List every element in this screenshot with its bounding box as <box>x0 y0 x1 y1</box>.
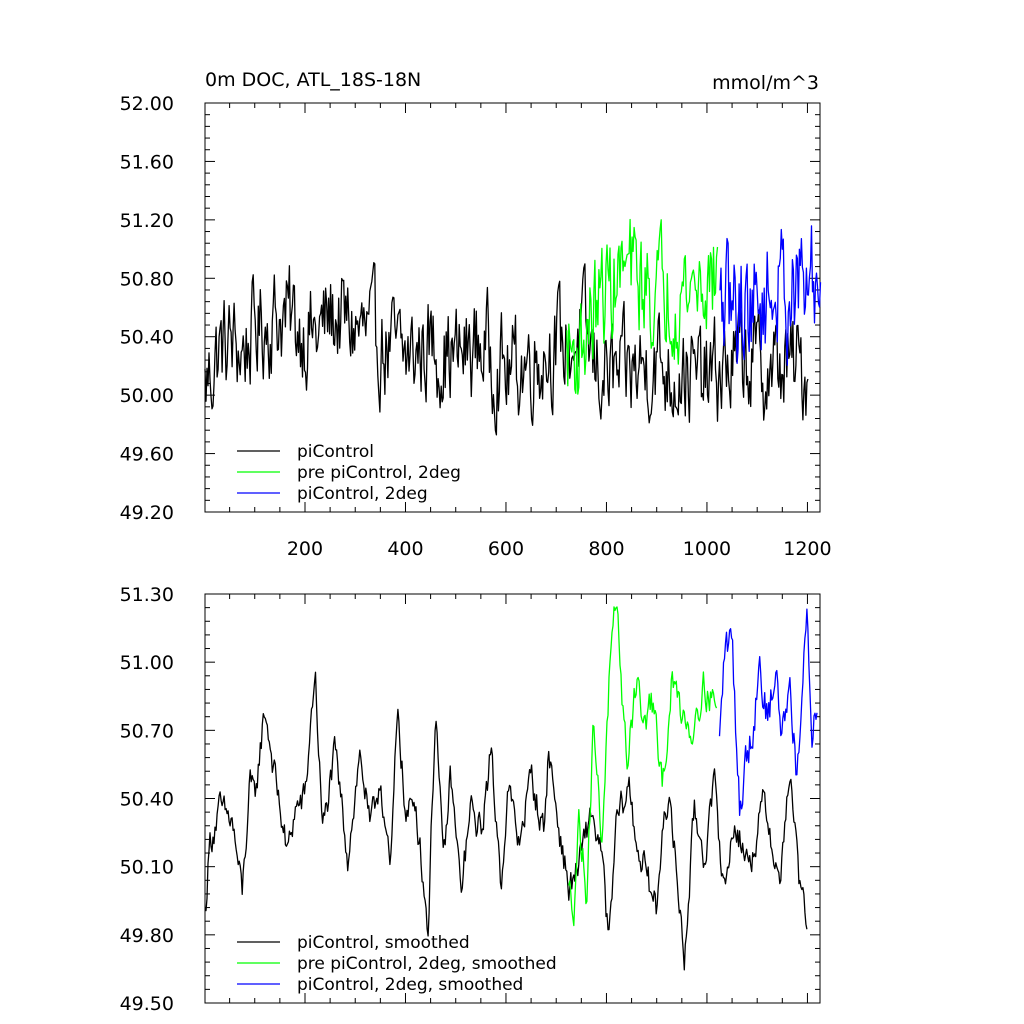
top-panel-units: mmol/m^3 <box>712 72 819 94</box>
y-tick-label: 50.70 <box>120 720 174 742</box>
x-tick-label: 400 <box>387 538 423 560</box>
x-tick-label: 200 <box>287 538 323 560</box>
top-panel-ticks: 200 400 600 800 1000 1200 49.20 49.60 50.00 50.40… <box>120 93 832 560</box>
x-tick-label: 1200 <box>783 538 831 560</box>
bottom-panel-ticks: 49.50 49.80 50.10 50.40 50.70 51.00 51.30 <box>120 584 820 1015</box>
top-panel-plot-frame <box>204 102 821 513</box>
top-panel-title: 0m DOC, ATL_18S-18N <box>205 69 421 91</box>
y-tick-label: 49.80 <box>120 925 174 947</box>
y-tick-label: 50.80 <box>120 268 174 290</box>
y-tick-label: 51.60 <box>120 151 174 173</box>
top-panel-series <box>204 218 822 436</box>
legend-label: piControl <box>297 442 374 462</box>
y-tick-label: 50.10 <box>120 857 174 879</box>
y-tick-label: 51.20 <box>120 210 174 232</box>
top-panel: 0m DOC, ATL_18S-18N mmol/m^3 200 400 600 80… <box>120 69 832 560</box>
legend-label: piControl, 2deg <box>297 484 428 504</box>
legend-label: pre piControl, 2deg <box>297 463 461 483</box>
y-tick-label: 50.40 <box>120 327 174 349</box>
y-tick-label: 49.20 <box>120 502 174 524</box>
series-line <box>566 218 719 395</box>
y-tick-label: 50.40 <box>120 789 174 811</box>
y-tick-label: 51.30 <box>120 584 174 606</box>
y-tick-label: 49.60 <box>120 444 174 466</box>
legend-label: pre piControl, 2deg, smoothed <box>297 954 557 974</box>
series-line <box>568 606 718 927</box>
y-tick-label: 50.00 <box>120 385 174 407</box>
y-tick-label: 52.00 <box>120 93 174 115</box>
y-tick-label: 49.50 <box>120 993 174 1015</box>
bottom-panel-series <box>204 606 818 971</box>
series-line <box>204 671 808 971</box>
series-line <box>719 225 822 366</box>
x-tick-label: 1000 <box>683 538 731 560</box>
series-line <box>718 608 818 816</box>
series-line <box>204 262 809 436</box>
legend-label: piControl, smoothed <box>297 933 470 953</box>
legend-label: piControl, 2deg, smoothed <box>297 975 523 995</box>
bottom-panel: 49.50 49.80 50.10 50.40 50.70 51.00 51.30 piCo… <box>120 584 821 1015</box>
y-tick-label: 51.00 <box>120 652 174 674</box>
x-tick-label: 600 <box>488 538 524 560</box>
x-tick-label: 800 <box>588 538 624 560</box>
